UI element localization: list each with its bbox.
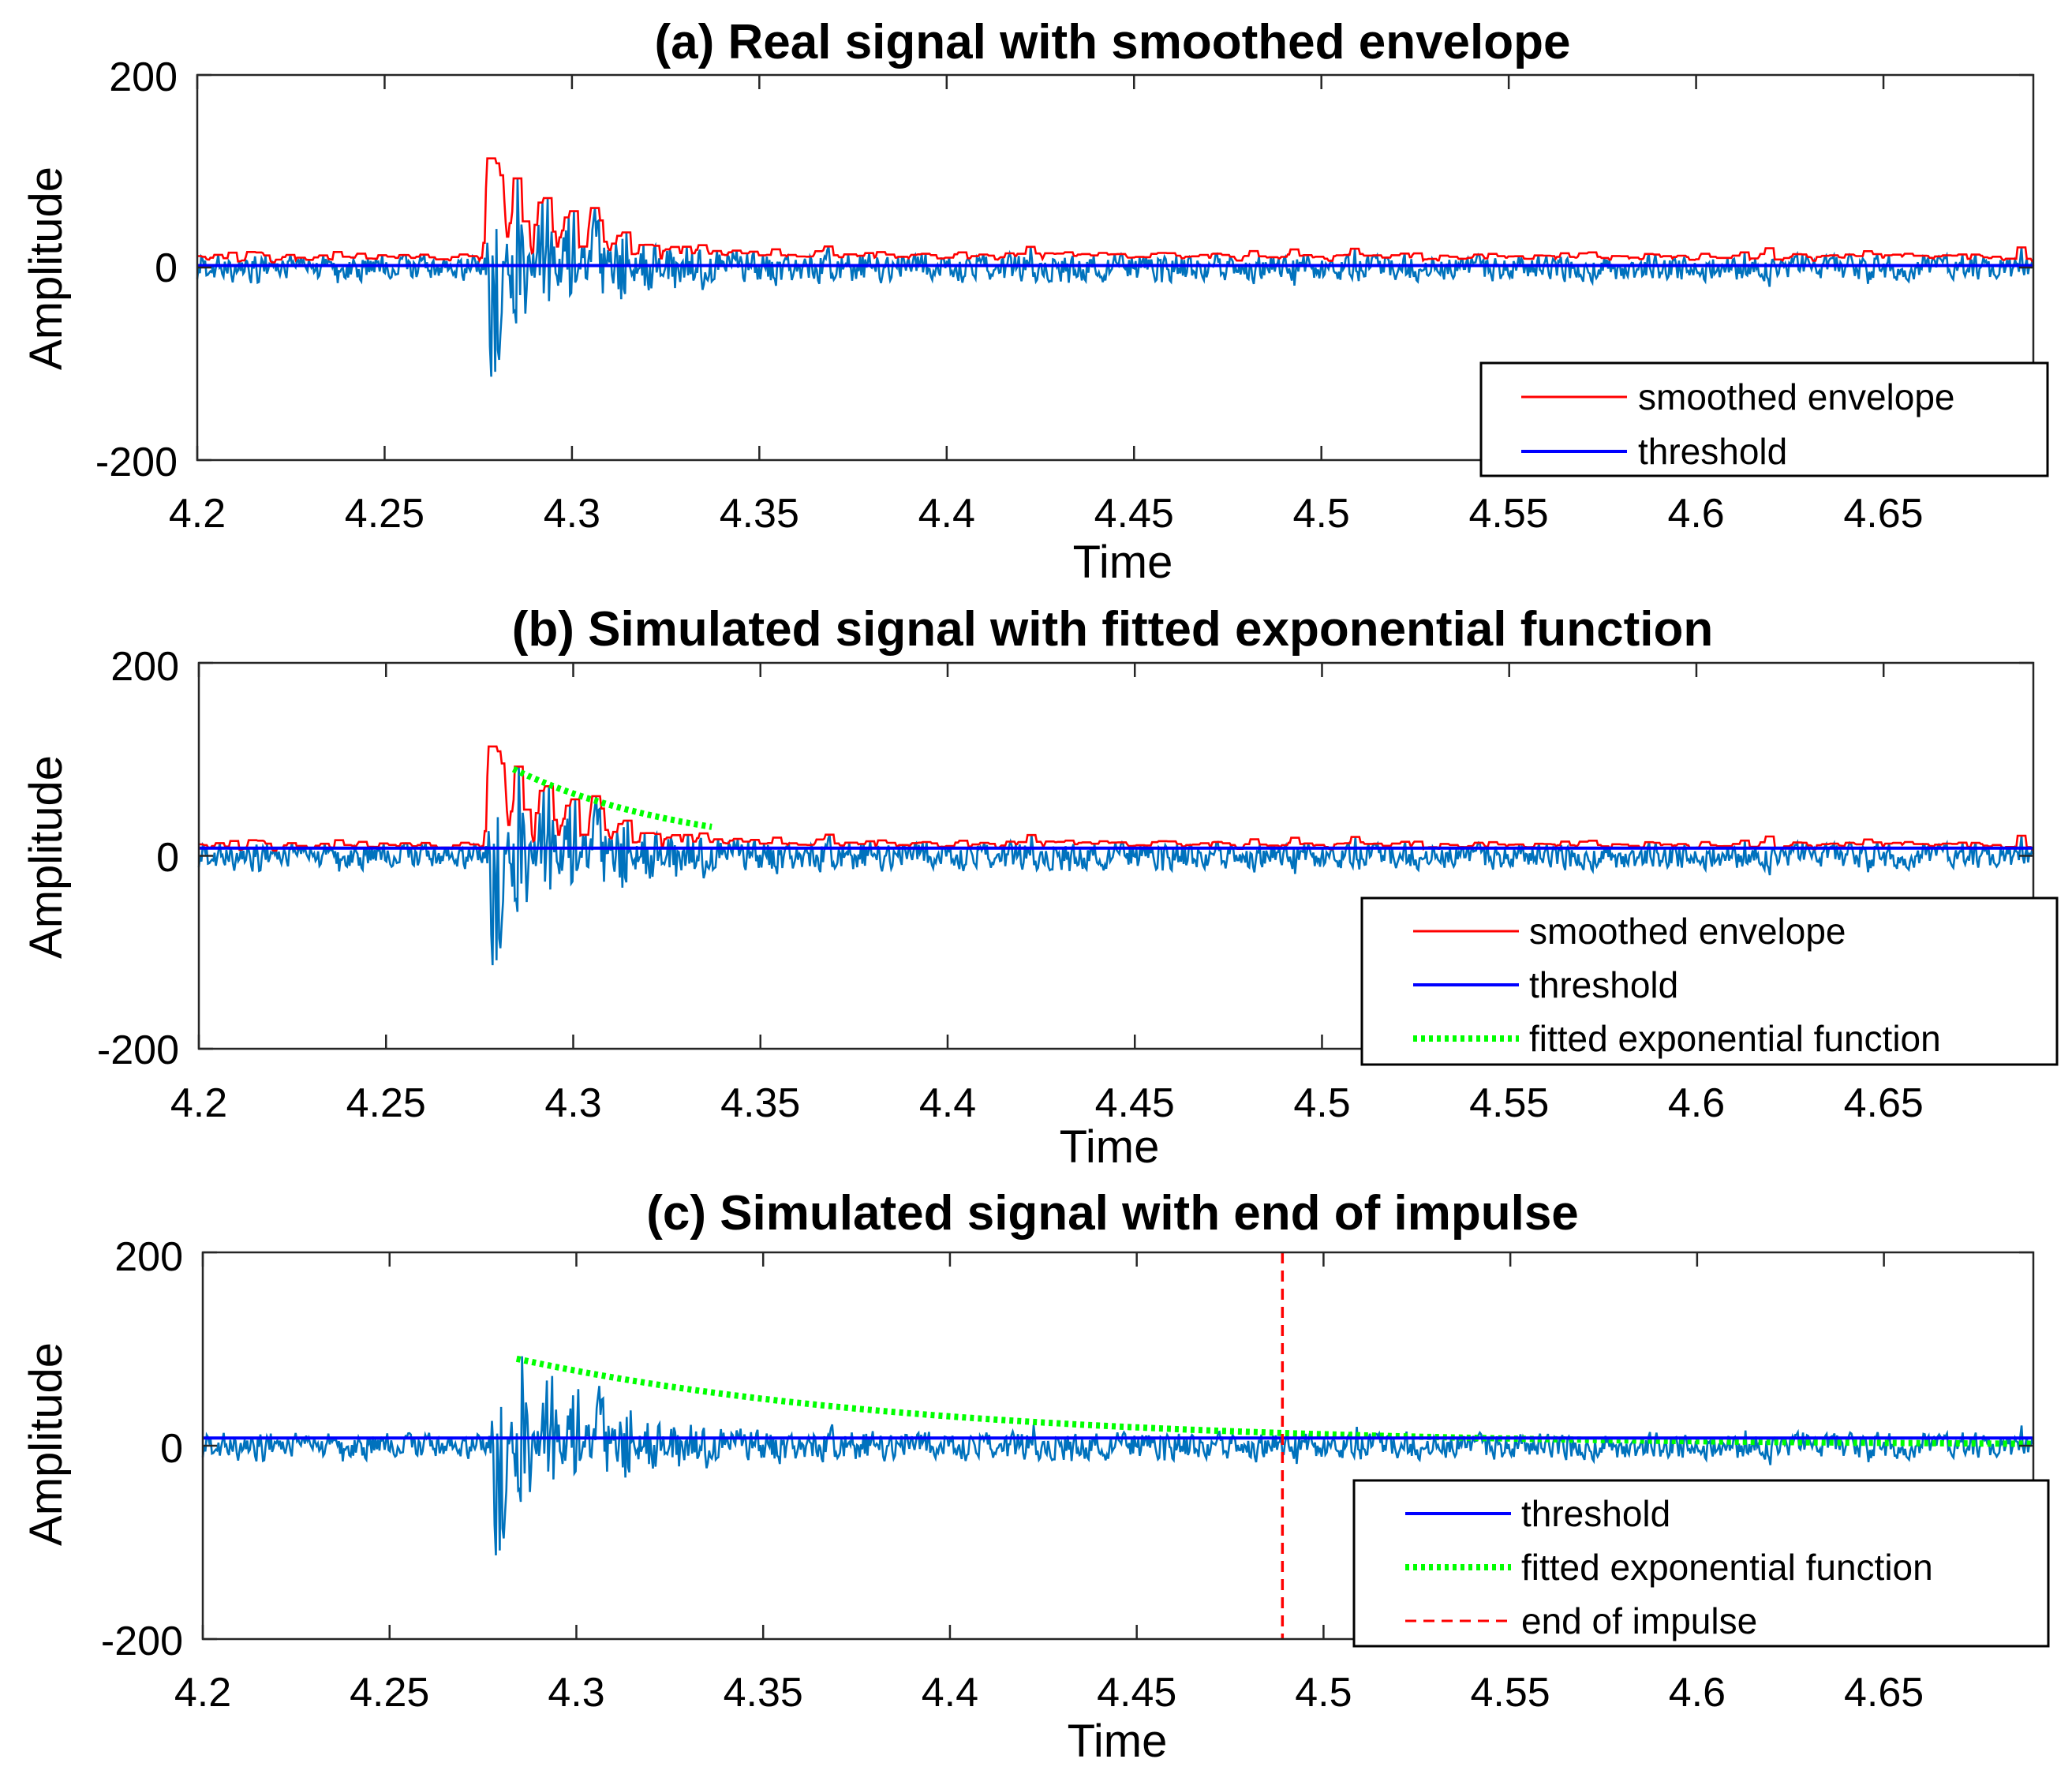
panel-a-signal-trace [196,178,2035,377]
panel-b: (b) Simulated signal with fitted exponen… [21,602,2059,1173]
panel-c-xtick: 4.45 [1097,1670,1176,1716]
panel-c-title: (c) Simulated signal with end of impulse [646,1186,1579,1241]
panel-a-xtick: 4.5 [1293,491,1350,537]
panel-a-xtick: 4.2 [169,491,226,537]
panel-b-fitted-exponential-line [511,765,712,830]
panel-b-xtick: 4.2 [170,1080,227,1126]
panel-b-xtick-labels: 4.2 4.25 4.3 4.35 4.4 4.45 4.5 4.55 4.6 … [170,1080,1924,1126]
panel-b-xtick: 4.65 [1844,1080,1924,1126]
panel-a-xtick: 4.45 [1094,491,1174,537]
panel-c-ytick-0: 0 [160,1426,183,1472]
panel-b-legend: smoothed envelope threshold fitted expon… [1360,896,2059,1066]
panel-a-ylabel: Amplitude [21,167,72,370]
legend-label: smoothed envelope [1529,911,1846,952]
panel-b-xtick: 4.4 [919,1080,976,1126]
panel-b-xtick: 4.55 [1469,1080,1549,1126]
panel-b-ytick-200: 200 [110,644,179,690]
panel-c-xtick: 4.3 [548,1670,604,1716]
panel-c-xtick: 4.55 [1470,1670,1550,1716]
panel-a-xtick: 4.4 [918,491,975,537]
legend-label: threshold [1638,431,1787,472]
panel-b-xtick: 4.45 [1095,1080,1175,1126]
panel-c-fitted-exponential-line [515,1355,2033,1447]
panel-a-xtick: 4.6 [1667,491,1724,537]
panel-b-ylabel: Amplitude [21,755,72,959]
panel-c-xtick: 4.4 [922,1670,978,1716]
legend-label: smoothed envelope [1638,376,1955,417]
panel-b-xtick: 4.5 [1293,1080,1350,1126]
panel-a: (a) Real signal with smoothed envelope 2… [21,15,2049,588]
panel-a-title: (a) Real signal with smoothed envelope [655,15,1571,69]
panel-a-plot-area [196,73,2035,462]
panel-b-xtick: 4.6 [1668,1080,1725,1126]
legend-label: threshold [1529,964,1678,1005]
panel-a-xtick: 4.25 [345,491,424,537]
panel-c-xtick: 4.2 [174,1670,231,1716]
panel-b-xtick: 4.3 [544,1080,601,1126]
panel-c-xtick: 4.25 [350,1670,429,1716]
panel-a-xtick-labels: 4.2 4.25 4.3 4.35 4.4 4.45 4.5 4.55 4.6 … [169,491,1924,537]
panel-a-ytick-0: 0 [155,245,178,291]
panel-a-ytick-neg200: -200 [95,440,178,485]
panel-b-xtick: 4.35 [720,1080,800,1126]
panel-b-xlabel: Time [1060,1121,1160,1173]
panel-c-legend: threshold fitted exponential function en… [1352,1479,2050,1648]
panel-c-ytick-neg200: -200 [101,1619,183,1664]
panel-b-xtick: 4.25 [346,1080,426,1126]
panel-a-ytick-200: 200 [109,54,178,100]
panel-b-ytick-0: 0 [156,835,179,881]
panel-b-title: (b) Simulated signal with fitted exponen… [512,602,1713,657]
panel-a-legend: smoothed envelope threshold [1479,361,2049,477]
panel-c-xtick: 4.35 [724,1670,803,1716]
panel-a-envelope-trace [197,157,2034,264]
panel-c-ylabel: Amplitude [21,1342,72,1546]
legend-label: fitted exponential function [1521,1547,1933,1588]
panel-a-xlabel: Time [1073,537,1173,588]
legend-label: end of impulse [1521,1600,1757,1641]
panel-c-xtick: 4.65 [1844,1670,1924,1716]
panel-a-xtick: 4.3 [544,491,600,537]
panel-c-xlabel: Time [1068,1716,1168,1767]
panel-c: (c) Simulated signal with end of impulse… [21,1186,2050,1767]
legend-label: fitted exponential function [1529,1018,1941,1059]
panel-b-envelope-trace [199,745,2034,852]
panel-c-ytick-200: 200 [114,1234,183,1280]
panel-c-xtick: 4.5 [1295,1670,1352,1716]
panel-a-xtick: 4.35 [720,491,799,537]
panel-a-xtick: 4.65 [1843,491,1923,537]
panel-b-ytick-neg200: -200 [97,1027,179,1073]
legend-label: threshold [1521,1493,1670,1534]
panel-c-xtick-labels: 4.2 4.25 4.3 4.35 4.4 4.45 4.5 4.55 4.6 … [174,1670,1924,1716]
panel-a-xtick: 4.55 [1468,491,1548,537]
panel-c-xtick: 4.6 [1669,1670,1726,1716]
